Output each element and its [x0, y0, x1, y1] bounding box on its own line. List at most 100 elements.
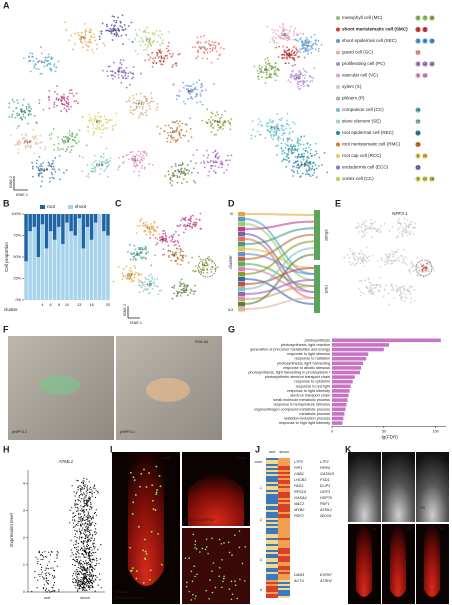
- cell-dot: [122, 69, 125, 72]
- cell-dot: [79, 509, 81, 512]
- cell-dot: [132, 280, 135, 283]
- cell-dot: [93, 154, 96, 157]
- cell-dot: [275, 125, 278, 128]
- cell-dot: [126, 275, 129, 278]
- cell-dot: [80, 38, 83, 40]
- cell-dot: [85, 553, 87, 556]
- cell-dot: [399, 293, 402, 296]
- cluster-block: [238, 287, 245, 292]
- bar: [36, 257, 41, 300]
- cell-dot: [53, 106, 55, 108]
- gene-label: LTP2: [320, 460, 330, 464]
- cell-dot: [47, 53, 50, 56]
- cell-dot: [308, 173, 311, 176]
- cell-dot: [380, 259, 383, 261]
- cell-dot: [303, 165, 306, 168]
- cell-dot: [363, 233, 365, 236]
- cell-dot: [121, 71, 124, 74]
- nucleus: [211, 537, 213, 540]
- cell-dot: [161, 63, 164, 66]
- cell-dot: [286, 159, 288, 162]
- cell-dot: [118, 30, 121, 32]
- cell-dot: [91, 586, 93, 588]
- cell-dot: [35, 141, 37, 144]
- cell-dot: [229, 128, 232, 131]
- cell-dot: [80, 515, 82, 518]
- cell-dot: [311, 174, 314, 176]
- cell-dot: [299, 71, 302, 74]
- nucleus: [205, 589, 207, 592]
- cell-dot: [81, 115, 84, 118]
- cell-dot: [102, 128, 105, 131]
- nucleus: [201, 547, 204, 550]
- cluster-label: P12: [214, 120, 221, 124]
- cell-dot: [34, 571, 36, 573]
- cell-dot: [150, 273, 152, 276]
- category-label: photosynthesis, light harvesting: [277, 361, 330, 365]
- cell-dot: [257, 78, 260, 81]
- cell-dot: [175, 251, 178, 254]
- cell-dot: [189, 291, 192, 294]
- cell-dot: [133, 162, 136, 165]
- cell-dot: [96, 43, 98, 46]
- cell-dot: [53, 168, 56, 171]
- cell-dot: [281, 37, 284, 40]
- cell-dot: [37, 558, 39, 560]
- cell-dot: [90, 119, 93, 121]
- cell-dot: [156, 125, 159, 128]
- cell-dot: [178, 225, 180, 228]
- cell-dot: [86, 529, 88, 531]
- cell-dot: [171, 66, 174, 68]
- cell-dot: [53, 589, 55, 592]
- cell-dot: [276, 75, 279, 78]
- cell-dot: [391, 225, 394, 228]
- cell-dot: [130, 21, 133, 24]
- cell-dot: [290, 139, 293, 142]
- cell-dot: [91, 167, 94, 170]
- cell-dot: [128, 100, 131, 103]
- cell-dot: [305, 71, 308, 74]
- cell-dot: [200, 86, 202, 89]
- cell-dot: [181, 283, 183, 285]
- cell-dot: [47, 583, 49, 585]
- cell-dot: [154, 57, 157, 59]
- cell-dot: [187, 98, 189, 100]
- cell-dot: [37, 560, 39, 563]
- cell-dot: [119, 59, 122, 61]
- cell-dot: [139, 284, 141, 287]
- cell-dot: [57, 136, 59, 139]
- cell-dot: [172, 136, 175, 139]
- cell-dot: [184, 174, 186, 177]
- cell-dot: [21, 110, 24, 113]
- cell-dot: [366, 257, 369, 259]
- cluster-number: 18: [416, 108, 420, 112]
- cell-dot: [64, 150, 67, 153]
- heat-cell: [266, 512, 278, 514]
- cell-dot: [206, 264, 209, 267]
- cell-dot: [221, 128, 224, 130]
- cell-dot: [78, 570, 80, 572]
- cell-dot: [301, 172, 304, 175]
- image-label: FM4-64: [185, 590, 198, 594]
- cell-dot: [37, 172, 40, 175]
- cell-dot: [290, 150, 293, 153]
- cell-dot: [83, 556, 86, 558]
- cell-dot: [53, 569, 55, 571]
- cell-dot: [92, 535, 94, 537]
- nucleus: [239, 578, 241, 581]
- cell-dot: [176, 256, 179, 259]
- cell-dot: [215, 133, 218, 136]
- cell-dot: [46, 168, 49, 171]
- cell-dot: [159, 49, 161, 52]
- cell-dot: [367, 277, 370, 280]
- cell-dot: [99, 573, 101, 575]
- cluster-block: [238, 222, 245, 227]
- cell-dot: [297, 81, 299, 83]
- cell-dot: [168, 236, 171, 239]
- cell-dot: [39, 146, 42, 149]
- nucleus: [218, 567, 221, 569]
- cell-dot: [189, 288, 192, 291]
- cell-dot: [74, 536, 76, 538]
- cell-dot: [182, 134, 185, 137]
- cell-dot: [420, 263, 423, 266]
